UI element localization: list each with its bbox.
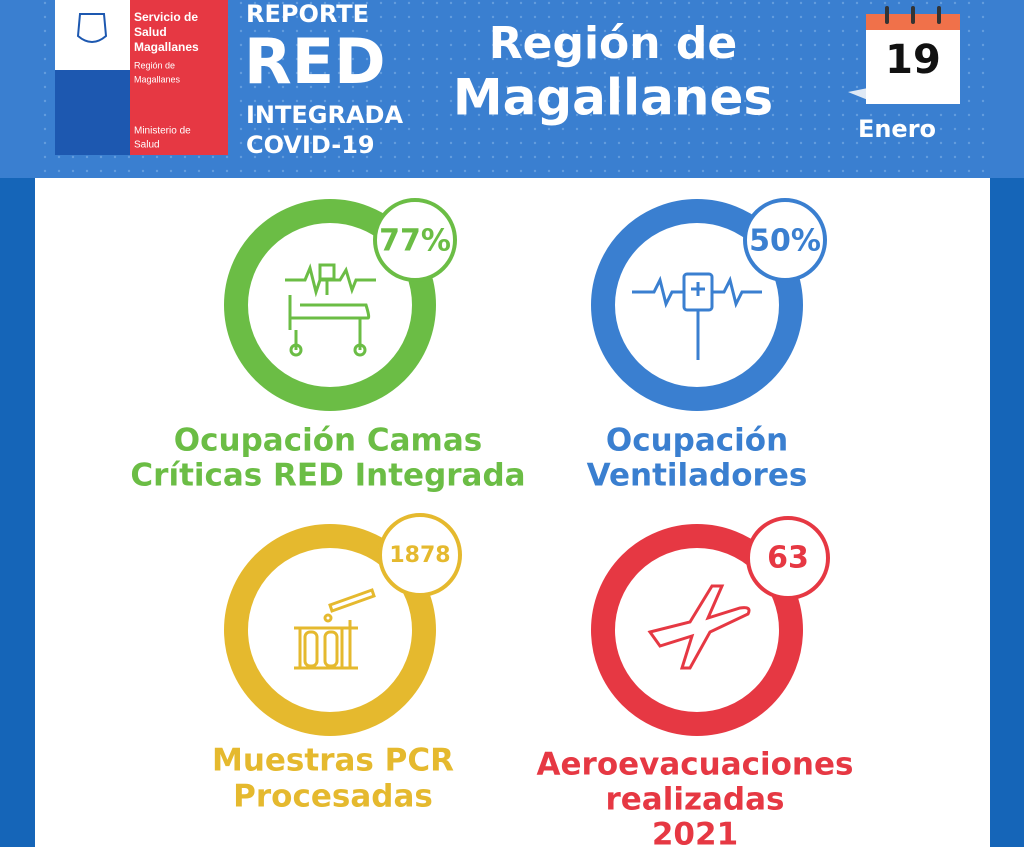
logo-shield-area bbox=[55, 0, 130, 70]
card-title: 2021 bbox=[652, 817, 738, 847]
card-value: 50% bbox=[749, 224, 821, 259]
logo-red bbox=[130, 0, 228, 155]
calendar-curl bbox=[848, 88, 868, 100]
card-value: 1878 bbox=[389, 543, 450, 568]
ring bbox=[591, 199, 803, 411]
card-title: Ocupación Camas bbox=[174, 423, 482, 459]
card-title: Aeroevacuaciones bbox=[537, 747, 854, 783]
logo-text: Magallanes bbox=[134, 40, 199, 54]
logo-text: Región de bbox=[134, 60, 175, 70]
card-title: Ventiladores bbox=[587, 458, 808, 494]
calendar: 19 Enero bbox=[848, 6, 960, 143]
report-line: INTEGRADA bbox=[246, 101, 403, 129]
bed-icon bbox=[285, 263, 376, 357]
card: 77% Ocupación Camas Críticas RED Integra… bbox=[130, 198, 526, 494]
logo-text: Salud bbox=[134, 140, 160, 151]
logo-text: Ministerio de bbox=[134, 126, 191, 137]
plane-icon bbox=[647, 584, 751, 670]
card: 50% Ocupación Ventiladores bbox=[587, 198, 827, 494]
calendar-ring bbox=[937, 6, 941, 24]
calendar-month: Enero bbox=[858, 115, 936, 143]
report-line: COVID-19 bbox=[246, 131, 375, 159]
ring bbox=[224, 199, 436, 411]
card-title: Ocupación bbox=[606, 423, 788, 459]
logo-text: Salud bbox=[134, 25, 167, 39]
badge bbox=[378, 513, 462, 597]
logo-shield bbox=[76, 13, 108, 43]
region-title: Región de bbox=[489, 18, 738, 69]
card-title: Procesadas bbox=[233, 779, 433, 815]
logo-blue bbox=[55, 70, 130, 155]
card: 1878 Muestras PCR Procesadas bbox=[212, 513, 462, 815]
badge bbox=[746, 516, 830, 600]
card-value: 77% bbox=[379, 224, 451, 259]
calendar-ring bbox=[885, 6, 889, 24]
ring bbox=[224, 524, 436, 736]
body-panel bbox=[35, 178, 990, 847]
report-line: REPORTE bbox=[246, 0, 369, 28]
card: 63 Aeroevacuaciones realizadas 2021 bbox=[537, 516, 854, 847]
ventilator-icon bbox=[632, 272, 762, 360]
card-value: 63 bbox=[767, 541, 809, 576]
calendar-day: 19 bbox=[885, 37, 941, 83]
badge bbox=[373, 198, 457, 282]
ring bbox=[591, 524, 803, 736]
report-line: RED bbox=[244, 25, 386, 98]
region-title: Magallanes bbox=[453, 69, 773, 127]
card-title: Muestras PCR bbox=[212, 743, 454, 779]
logo: Servicio de Salud Magallanes Región de M… bbox=[55, 0, 228, 155]
card-title: Críticas RED Integrada bbox=[130, 458, 525, 494]
badge bbox=[743, 198, 827, 282]
logo-text: Magallanes bbox=[134, 74, 181, 84]
card-title: realizadas bbox=[605, 782, 784, 818]
logo-text: Servicio de bbox=[134, 10, 198, 24]
test-tube-icon bbox=[294, 588, 376, 670]
calendar-ring bbox=[911, 6, 915, 24]
